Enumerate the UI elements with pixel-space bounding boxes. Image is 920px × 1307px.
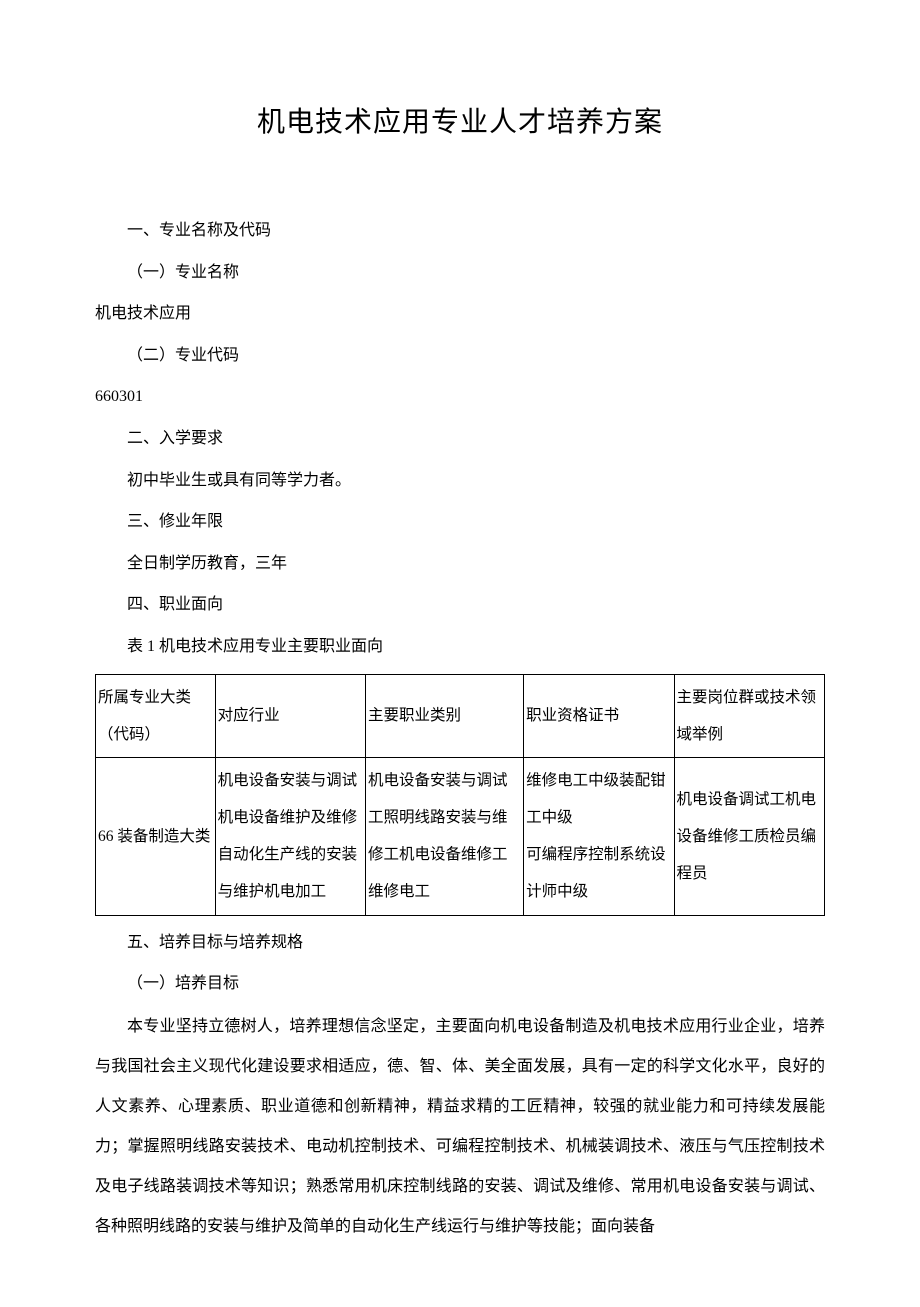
document-page: 机电技术应用专业人才培养方案 一、专业名称及代码 （一）专业名称 机电技术应用 …: [0, 0, 920, 1307]
table-header-cell: 主要职业类别: [365, 674, 523, 757]
table-header-cell: 所属专业大类（代码）: [96, 674, 216, 757]
table-header-cell: 主要岗位群或技术领域举例: [674, 674, 824, 757]
table-cell: 维修电工中级装配钳工中级可编程序控制系统设计师中级: [524, 757, 674, 915]
section-2-value: 初中毕业生或具有同等学力者。: [95, 460, 825, 502]
section-3-value: 全日制学历教育，三年: [95, 543, 825, 585]
section-1b-heading: （二）专业代码: [95, 335, 825, 377]
table-cell: 机电设备安装与调试工照明线路安装与维修工机电设备维修工维修电工: [365, 757, 523, 915]
table-cell: 机电设备安装与调试机电设备维护及维修自动化生产线的安装与维护机电加工: [215, 757, 365, 915]
section-3-heading: 三、修业年限: [95, 501, 825, 543]
document-title: 机电技术应用专业人才培养方案: [95, 100, 825, 140]
table-cell: 机电设备调试工机电设备维修工质检员编程员: [674, 757, 824, 915]
table-row: 66 装备制造大类 机电设备安装与调试机电设备维护及维修自动化生产线的安装与维护…: [96, 757, 825, 915]
section-4-heading: 四、职业面向: [95, 584, 825, 626]
table-cell: 66 装备制造大类: [96, 757, 216, 915]
table-header-cell: 对应行业: [215, 674, 365, 757]
table-header-row: 所属专业大类（代码） 对应行业 主要职业类别 职业资格证书 主要岗位群或技术领域…: [96, 674, 825, 757]
section-2-heading: 二、入学要求: [95, 418, 825, 460]
section-1-heading: 一、专业名称及代码: [95, 210, 825, 252]
section-5-heading: 五、培养目标与培养规格: [95, 922, 825, 964]
table-header-cell: 职业资格证书: [524, 674, 674, 757]
table-caption: 表 1 机电技术应用专业主要职业面向: [95, 626, 825, 668]
section-1a-heading: （一）专业名称: [95, 252, 825, 294]
section-5a-heading: （一）培养目标: [95, 963, 825, 1005]
career-table: 所属专业大类（代码） 对应行业 主要职业类别 职业资格证书 主要岗位群或技术领域…: [95, 674, 825, 916]
objective-paragraph: 本专业坚持立德树人，培养理想信念坚定，主要面向机电设备制造及机电技术应用行业企业…: [95, 1007, 825, 1247]
major-code-value: 660301: [95, 376, 825, 418]
major-name-value: 机电技术应用: [95, 293, 825, 335]
